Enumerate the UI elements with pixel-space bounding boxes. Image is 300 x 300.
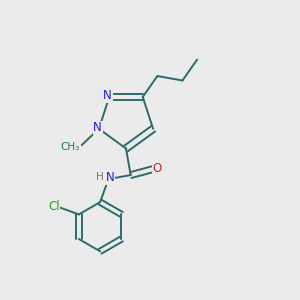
Text: O: O [153, 162, 162, 175]
Text: Cl: Cl [48, 200, 60, 213]
Text: N: N [93, 122, 102, 134]
Text: CH₃: CH₃ [61, 142, 80, 152]
Text: N: N [103, 89, 112, 102]
Text: H: H [96, 172, 104, 182]
Text: N: N [106, 171, 114, 184]
